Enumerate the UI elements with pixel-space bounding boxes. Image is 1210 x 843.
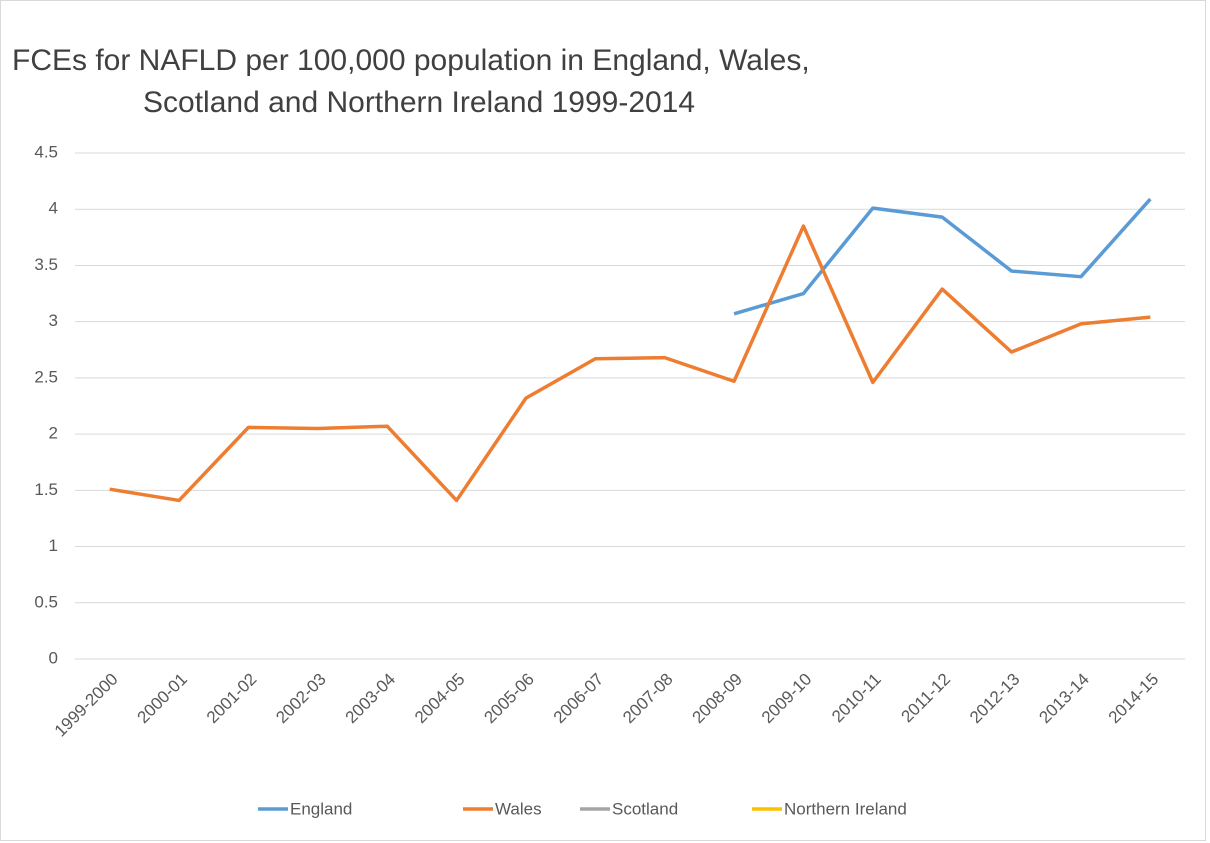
y-tick-label: 1.5 bbox=[34, 480, 58, 499]
legend-label: England bbox=[290, 799, 352, 818]
chart-title: FCEs for NAFLD per 100,000 population in… bbox=[12, 44, 810, 77]
y-tick-label: 4.5 bbox=[34, 142, 58, 161]
y-tick-label: 0.5 bbox=[34, 592, 58, 611]
series-line bbox=[109, 224, 1151, 503]
y-tick-label: 3.5 bbox=[34, 255, 58, 274]
series-line bbox=[733, 197, 1152, 316]
y-tick-label: 3 bbox=[49, 311, 58, 330]
legend-label: Northern Ireland bbox=[784, 799, 907, 818]
y-tick-label: 2 bbox=[49, 424, 58, 443]
chart-title: Scotland and Northern Ireland 1999-2014 bbox=[143, 86, 695, 119]
y-tick-label: 1 bbox=[49, 536, 58, 555]
legend-label: Wales bbox=[495, 799, 542, 818]
legend-label: Scotland bbox=[612, 799, 678, 818]
y-tick-label: 2.5 bbox=[34, 367, 58, 386]
y-tick-label: 0 bbox=[49, 648, 58, 667]
y-tick-label: 4 bbox=[49, 199, 58, 218]
